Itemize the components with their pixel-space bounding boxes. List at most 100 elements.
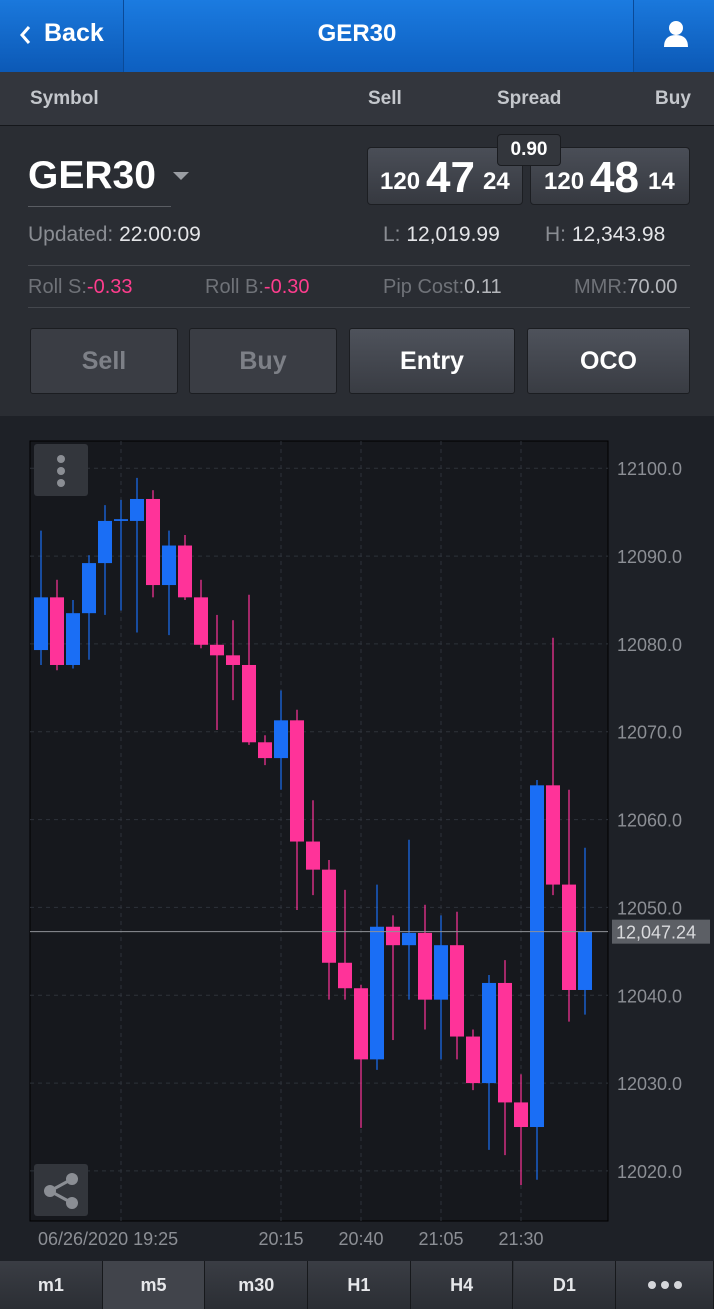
menu-button[interactable] xyxy=(34,444,88,496)
updated-time: 22:00:09 xyxy=(119,223,201,246)
candle-body xyxy=(562,884,576,990)
chart: 12020.0 12030.0 12040.0 12050.0 12060.0 12070… xyxy=(29,440,710,1249)
candle-body xyxy=(242,664,256,743)
candle-body xyxy=(466,1036,480,1084)
column-label: Spread xyxy=(497,88,562,109)
x-tick-label: 06/26/2020 19:25 xyxy=(38,1229,178,1249)
back-icon xyxy=(20,26,31,44)
y-tick-label: 12020.0 xyxy=(617,1162,682,1182)
entry-button[interactable]: Entry xyxy=(349,328,515,394)
candle-body xyxy=(162,545,176,586)
oco-button[interactable]: OCO xyxy=(527,328,690,394)
price-suffix: 14 xyxy=(648,168,675,195)
column-label: Buy xyxy=(655,88,691,109)
candle-body xyxy=(226,655,240,665)
dropdown-icon xyxy=(173,172,189,180)
candle-body xyxy=(322,869,336,963)
stat-label: MMR: xyxy=(574,276,628,298)
candle-body xyxy=(418,932,432,1000)
candle-body xyxy=(194,597,208,645)
column-label: Symbol xyxy=(30,88,99,109)
y-tick-label: 12100.0 xyxy=(617,459,682,479)
candle-body xyxy=(306,841,320,870)
spread: 0.90 xyxy=(497,134,561,166)
stat: Roll S:-0.33 xyxy=(28,276,133,299)
candle-body xyxy=(578,932,592,990)
updated-label: Updated: xyxy=(28,223,114,246)
y-tick-label: 12050.0 xyxy=(617,898,682,918)
stat-label: Roll S: xyxy=(28,276,87,298)
y-tick-label: 12030.0 xyxy=(617,1074,682,1094)
column-label: Sell xyxy=(368,88,402,109)
timeframe-tab[interactable]: m30 xyxy=(205,1261,309,1309)
price-big: 47 xyxy=(426,153,475,202)
y-tick-label: 12040.0 xyxy=(617,986,682,1006)
stat-value: -0.33 xyxy=(86,276,133,298)
current-price-box xyxy=(612,919,710,944)
column-header: Symbol Sell Spread Buy xyxy=(0,72,714,126)
sell-button[interactable]: Sell xyxy=(30,328,178,394)
timeframe-tab[interactable]: D1 xyxy=(513,1261,617,1309)
stat: MMR:70.00 xyxy=(574,276,677,299)
menu-icon xyxy=(57,455,65,487)
candle-body xyxy=(290,720,304,842)
stat-value: 0.11 xyxy=(464,276,502,298)
candle-body xyxy=(274,720,288,759)
candle-body xyxy=(34,597,48,651)
candle-body xyxy=(210,644,224,656)
candle-body xyxy=(338,962,352,989)
divider xyxy=(28,307,690,308)
candle-body xyxy=(354,988,368,1060)
candle-body xyxy=(82,563,96,614)
stat-value: 70.00 xyxy=(627,276,678,298)
candle-body xyxy=(402,932,416,946)
candle-body xyxy=(146,498,160,586)
candle-body xyxy=(50,597,64,665)
timeframe-tab[interactable]: H4 xyxy=(410,1261,514,1309)
high: H: 12,343.98 xyxy=(545,223,665,247)
candle-body xyxy=(114,519,128,521)
high-label: H: xyxy=(545,223,566,246)
candle-body xyxy=(530,785,544,1128)
account-button[interactable] xyxy=(633,0,714,72)
price-prefix: 120 xyxy=(380,168,421,195)
candle-body xyxy=(370,926,384,1060)
candle-body xyxy=(98,520,112,564)
candle-body xyxy=(178,545,192,598)
more-tab[interactable] xyxy=(616,1261,714,1309)
low-value: 12,019.99 xyxy=(406,223,500,246)
current-price-label: 12,047.24 xyxy=(616,923,696,943)
more-icon xyxy=(648,1281,682,1289)
candle-body xyxy=(514,1102,528,1128)
back-label: Back xyxy=(44,19,104,47)
y-tick-label: 12070.0 xyxy=(617,723,682,743)
user-icon xyxy=(664,21,688,47)
x-tick-label: 21:30 xyxy=(498,1229,543,1249)
timeframe-tab[interactable]: H1 xyxy=(308,1261,411,1309)
stat: Pip Cost:0.11 xyxy=(383,276,502,299)
candle-body xyxy=(546,785,560,885)
price-prefix: 120 xyxy=(544,168,585,195)
candle-body xyxy=(386,926,400,946)
x-tick-label: 20:40 xyxy=(338,1229,383,1249)
buy-price-button[interactable]: 120 48 14 xyxy=(530,147,690,205)
candle-body xyxy=(66,613,80,665)
timeframe-tab[interactable]: m1 xyxy=(0,1261,103,1309)
high-value: 12,343.98 xyxy=(571,223,666,246)
candle-body xyxy=(130,498,144,521)
x-tick-label: 20:15 xyxy=(258,1229,303,1249)
low: L: 12,019.99 xyxy=(383,223,500,247)
back-button[interactable]: Back xyxy=(0,0,124,72)
candle-body xyxy=(434,945,448,1000)
buy-button[interactable]: Buy xyxy=(189,328,337,394)
price-big: 48 xyxy=(590,153,639,202)
share-button[interactable] xyxy=(34,1164,88,1216)
candle-body xyxy=(498,982,512,1103)
symbol[interactable]: GER30 xyxy=(28,154,156,197)
divider xyxy=(28,265,690,266)
y-tick-label: 12080.0 xyxy=(617,635,682,655)
candle-body xyxy=(258,742,272,759)
updated: Updated: 22:00:09 xyxy=(28,223,201,247)
timeframe-tab[interactable]: m5 xyxy=(102,1261,206,1309)
